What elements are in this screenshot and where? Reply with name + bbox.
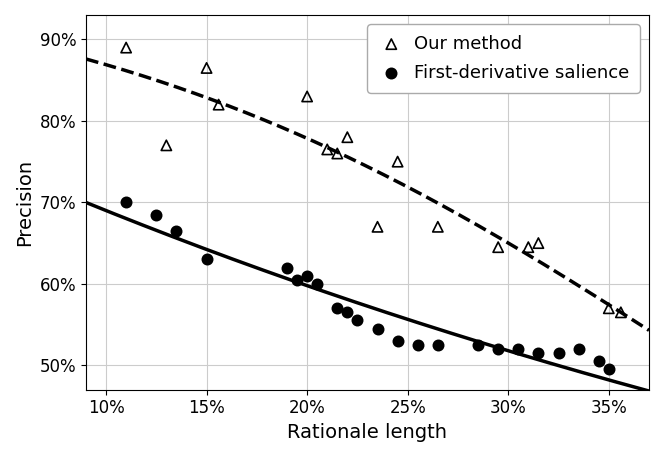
First-derivative salience [201, 256, 212, 263]
First-derivative salience [533, 350, 544, 357]
Our method [213, 101, 224, 108]
Our method [201, 64, 212, 72]
First-derivative salience [604, 366, 614, 373]
First-derivative salience [291, 276, 302, 283]
Our method [392, 158, 403, 165]
First-derivative salience [171, 227, 182, 234]
First-derivative salience [121, 199, 131, 206]
Our method [322, 146, 333, 153]
First-derivative salience [373, 325, 383, 332]
First-derivative salience [513, 345, 524, 353]
First-derivative salience [352, 317, 363, 324]
Our method [161, 142, 172, 149]
First-derivative salience [553, 350, 564, 357]
Our method [332, 150, 343, 157]
Our method [616, 308, 626, 316]
Our method [342, 133, 353, 141]
Our method [121, 44, 131, 51]
Our method [373, 223, 383, 230]
First-derivative salience [342, 308, 353, 316]
X-axis label: Rationale length: Rationale length [288, 423, 448, 442]
First-derivative salience [302, 272, 313, 279]
First-derivative salience [493, 345, 503, 353]
Our method [604, 305, 614, 312]
First-derivative salience [332, 305, 343, 312]
Our method [533, 239, 544, 247]
First-derivative salience [312, 280, 323, 287]
Legend: Our method, First-derivative salience: Our method, First-derivative salience [367, 24, 640, 92]
First-derivative salience [412, 341, 423, 349]
First-derivative salience [392, 337, 403, 345]
Our method [432, 223, 443, 230]
Our method [302, 93, 313, 100]
First-derivative salience [432, 341, 443, 349]
Our method [523, 244, 534, 251]
First-derivative salience [594, 357, 604, 365]
First-derivative salience [282, 264, 292, 271]
First-derivative salience [151, 211, 161, 218]
Our method [493, 244, 503, 251]
Y-axis label: Precision: Precision [15, 159, 34, 246]
First-derivative salience [573, 345, 584, 353]
First-derivative salience [473, 341, 483, 349]
